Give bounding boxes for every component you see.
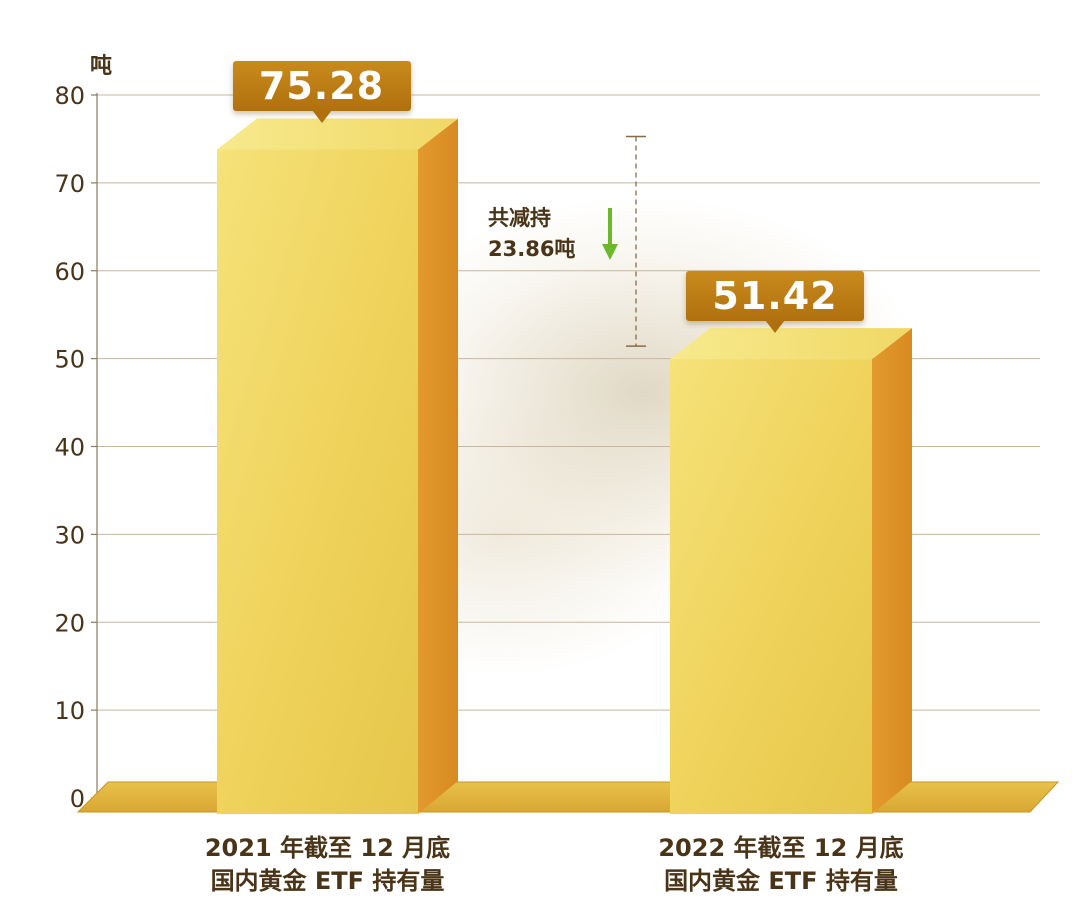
- category-label-2021-line1: 2021 年截至 12 月底: [204, 834, 451, 862]
- y-tick-label-20: 20: [54, 609, 85, 637]
- bar-top-2022: [670, 328, 912, 360]
- y-tick-label-30: 30: [54, 521, 85, 549]
- bar-top-2021: [217, 118, 458, 150]
- y-tick-label-50: 50: [54, 346, 85, 374]
- bar-side-2022: [872, 328, 912, 814]
- bar-2021: [217, 149, 418, 815]
- bar-side-2021: [418, 118, 458, 815]
- y-axis-unit-label: 吨: [90, 54, 113, 79]
- category-label-2022-line2: 国内黄金 ETF 持有量: [664, 867, 898, 895]
- y-tick-label-40: 40: [54, 434, 85, 462]
- category-label-2022: 2022 年截至 12 月底 国内黄金 ETF 持有量: [621, 832, 941, 898]
- y-tick-label-80: 80: [54, 82, 85, 110]
- y-tick-label-60: 60: [54, 258, 85, 286]
- decrease-annotation-line1: 共减持: [488, 206, 551, 230]
- down-arrow-icon: [602, 244, 618, 260]
- value-callout-2022: 51.42: [686, 271, 864, 334]
- value-label-2021: 75.28: [258, 64, 385, 109]
- category-label-2021-line2: 国内黄金 ETF 持有量: [210, 867, 445, 895]
- bar-2022: [670, 359, 872, 814]
- y-tick-label-10: 10: [54, 697, 85, 725]
- y-tick-label-70: 70: [54, 170, 85, 198]
- value-label-2022: 51.42: [712, 274, 838, 319]
- decrease-annotation-line2: 23.86吨: [488, 237, 576, 261]
- decrease-annotation: 共减持 23.86吨: [488, 203, 575, 265]
- value-callout-2021: 75.28: [232, 61, 411, 124]
- category-label-2021: 2021 年截至 12 月底 国内黄金 ETF 持有量: [168, 832, 488, 898]
- y-tick-label-0: 0: [70, 785, 85, 813]
- category-label-2022-line1: 2022 年截至 12 月底: [658, 834, 904, 862]
